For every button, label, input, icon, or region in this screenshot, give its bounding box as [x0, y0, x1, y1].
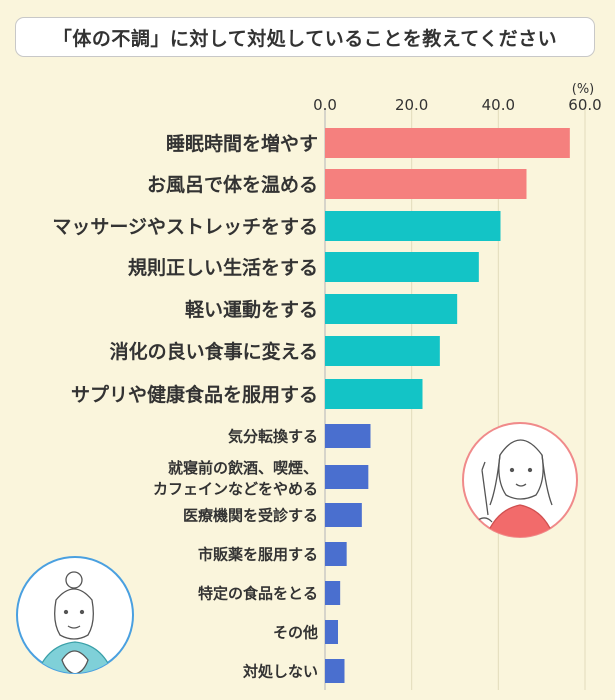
category-label: マッサージやストレッチをする — [52, 216, 318, 238]
category-label: 対処しない — [242, 662, 318, 680]
bar — [325, 581, 341, 605]
bar — [325, 503, 362, 527]
bar — [325, 379, 423, 409]
woman-pointing-illustration — [462, 422, 578, 538]
bar — [325, 620, 338, 644]
bar — [325, 659, 345, 683]
x-axis-ticks: 0.0 20.0 40.0 60.0 — [313, 96, 602, 114]
category-label: 消化の良い食事に変える — [110, 340, 318, 363]
woman-praying-illustration — [16, 556, 134, 674]
x-tick-label: 20.0 — [395, 96, 428, 114]
x-tick-label: 60.0 — [568, 96, 601, 114]
x-tick-label: 40.0 — [482, 96, 515, 114]
bar — [325, 465, 369, 489]
category-label: お風呂で体を温める — [147, 173, 318, 196]
category-label: 就寝前の飲酒、喫煙、 — [168, 459, 318, 477]
category-labels: 睡眠時間を増やすお風呂で体を温めるマッサージやストレッチをする規則正しい生活をす… — [52, 132, 318, 681]
category-label: その他 — [273, 623, 318, 641]
bar — [325, 169, 527, 199]
bar — [325, 424, 371, 448]
category-label: 特定の食品をとる — [198, 584, 318, 602]
bar — [325, 252, 479, 282]
category-label: 睡眠時間を増やす — [166, 132, 318, 155]
chart-title: 「体の不調」に対して対処していることを教えてください — [15, 17, 595, 57]
category-label: 市販薬を服用する — [198, 545, 318, 563]
category-label: カフェインなどをやめる — [153, 480, 318, 498]
category-label: 気分転換する — [228, 427, 318, 445]
bars — [325, 128, 570, 683]
bar — [325, 128, 570, 158]
category-label: 軽い運動をする — [185, 299, 318, 321]
bar — [325, 336, 440, 366]
category-label: 規則正しい生活をする — [128, 256, 318, 279]
bar — [325, 294, 458, 324]
x-tick-label: 0.0 — [313, 96, 337, 114]
category-label: 医療機関を受診する — [183, 506, 318, 524]
bar — [325, 542, 347, 566]
unit-label: (%) — [572, 82, 595, 97]
category-label: サプリや健康食品を服用する — [71, 383, 318, 406]
bar — [325, 211, 501, 241]
